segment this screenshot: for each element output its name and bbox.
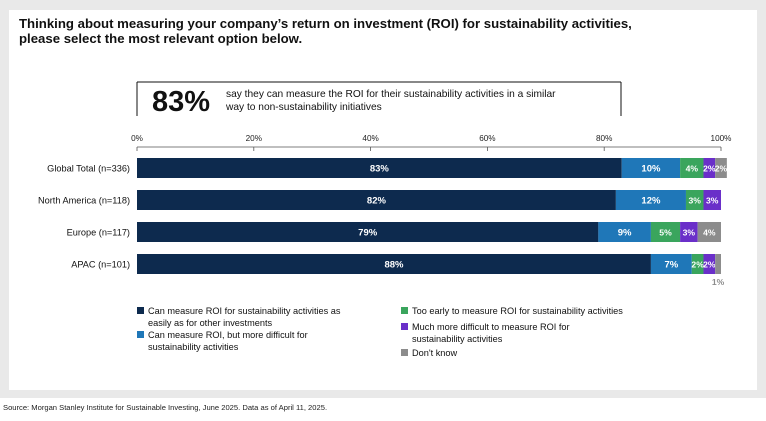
legend-swatch	[401, 307, 408, 314]
bar-segment	[680, 222, 698, 242]
bar-segment	[137, 190, 616, 210]
legend-swatch	[137, 331, 144, 338]
legend-label: Can measure ROI, but more difficult for	[148, 330, 308, 340]
legend-swatch	[137, 307, 144, 314]
x-axis-ticks: 0% 20% 40% 60% 80% 100%	[131, 134, 731, 151]
category-label: Europe (n=117)	[67, 228, 130, 238]
data-label: 1%	[712, 277, 725, 287]
bar-segment	[598, 222, 651, 242]
data-label: 3%	[706, 195, 719, 205]
bar-segment	[685, 190, 704, 210]
data-label: 12%	[641, 195, 661, 206]
legend-label: Too early to measure ROI for sustainabil…	[412, 306, 623, 316]
category-labels: Global Total (n=336) North America (n=118…	[38, 164, 130, 270]
data-label: 10%	[641, 163, 661, 174]
callout-value: 83%	[152, 86, 210, 118]
bar-segment	[703, 190, 721, 210]
bar-segment	[715, 158, 727, 178]
legend: Can measure ROI for sustainability activ…	[137, 306, 623, 358]
bar-segment	[650, 222, 681, 242]
legend-label: sustainability activities	[412, 334, 503, 344]
legend-label: easily as for other investments	[148, 318, 272, 328]
bar-segment	[703, 254, 716, 274]
x-tick-label: 100%	[711, 134, 732, 143]
x-tick-label: 40%	[362, 134, 378, 143]
data-label: 3%	[689, 195, 702, 205]
source-note: Source: Morgan Stanley Institute for Sus…	[3, 403, 328, 412]
data-label: 2%	[691, 259, 704, 269]
x-tick-label: 20%	[246, 134, 262, 143]
data-label: 9%	[618, 227, 632, 238]
bar-segment	[715, 254, 721, 274]
chart-title: Thinking about measuring your company’s …	[19, 16, 632, 46]
category-label: APAC (n=101)	[71, 260, 130, 270]
legend-label: Much more difficult to measure ROI for	[412, 322, 570, 332]
legend-label: Don't know	[412, 348, 458, 358]
stacked-bar-chart: 83% say they can measure the ROI for the…	[38, 81, 731, 358]
category-label: North America (n=118)	[38, 196, 130, 206]
callout-text-line1: say they can measure the ROI for their s…	[226, 89, 556, 100]
category-label: Global Total (n=336)	[47, 164, 130, 174]
x-tick-label: 80%	[596, 134, 612, 143]
x-tick-label: 0%	[131, 134, 143, 143]
bar-segment	[703, 158, 716, 178]
bars: 83% 10% 4% 2% 2%82% 12% 3% 3%79% 9% 5% 3% 4%88% 7% 2%…	[137, 158, 728, 287]
data-label: 88%	[384, 259, 404, 270]
data-label: 2%	[715, 163, 728, 173]
bar-segment	[650, 254, 692, 274]
data-label: 4%	[686, 163, 699, 173]
data-label: 79%	[358, 227, 378, 238]
legend-label: Can measure ROI for sustainability activ…	[148, 306, 341, 316]
data-label: 5%	[659, 227, 672, 237]
data-label: 82%	[367, 195, 387, 206]
data-label: 3%	[683, 227, 696, 237]
data-label: 2%	[703, 163, 716, 173]
bar-segment	[615, 190, 686, 210]
legend-swatch	[401, 323, 408, 330]
callout-text-line2: way to non-sustainability initiatives	[225, 102, 382, 113]
data-label: 2%	[703, 259, 716, 269]
bar-segment	[697, 222, 721, 242]
x-tick-label: 60%	[479, 134, 495, 143]
bar-segment	[691, 254, 704, 274]
legend-label: sustainability activities	[148, 342, 239, 352]
bar-segment	[137, 222, 599, 242]
data-label: 7%	[664, 259, 678, 270]
bar-segment	[137, 158, 622, 178]
legend-swatch	[401, 349, 408, 356]
bar-segment	[137, 254, 651, 274]
data-label: 83%	[370, 163, 390, 174]
data-label: 4%	[703, 227, 716, 237]
bar-segment	[680, 158, 704, 178]
bar-segment	[621, 158, 681, 178]
